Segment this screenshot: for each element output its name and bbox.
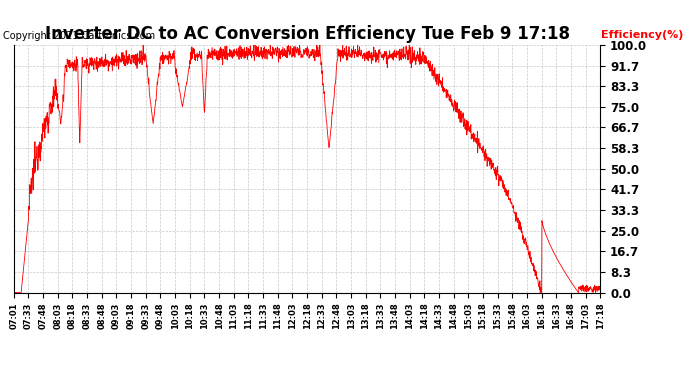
Text: Copyright 2021 Cartronics.com: Copyright 2021 Cartronics.com [3,32,155,41]
Title: Inverter DC to AC Conversion Efficiency Tue Feb 9 17:18: Inverter DC to AC Conversion Efficiency … [45,26,569,44]
Text: Efficiency(%): Efficiency(%) [602,30,684,40]
